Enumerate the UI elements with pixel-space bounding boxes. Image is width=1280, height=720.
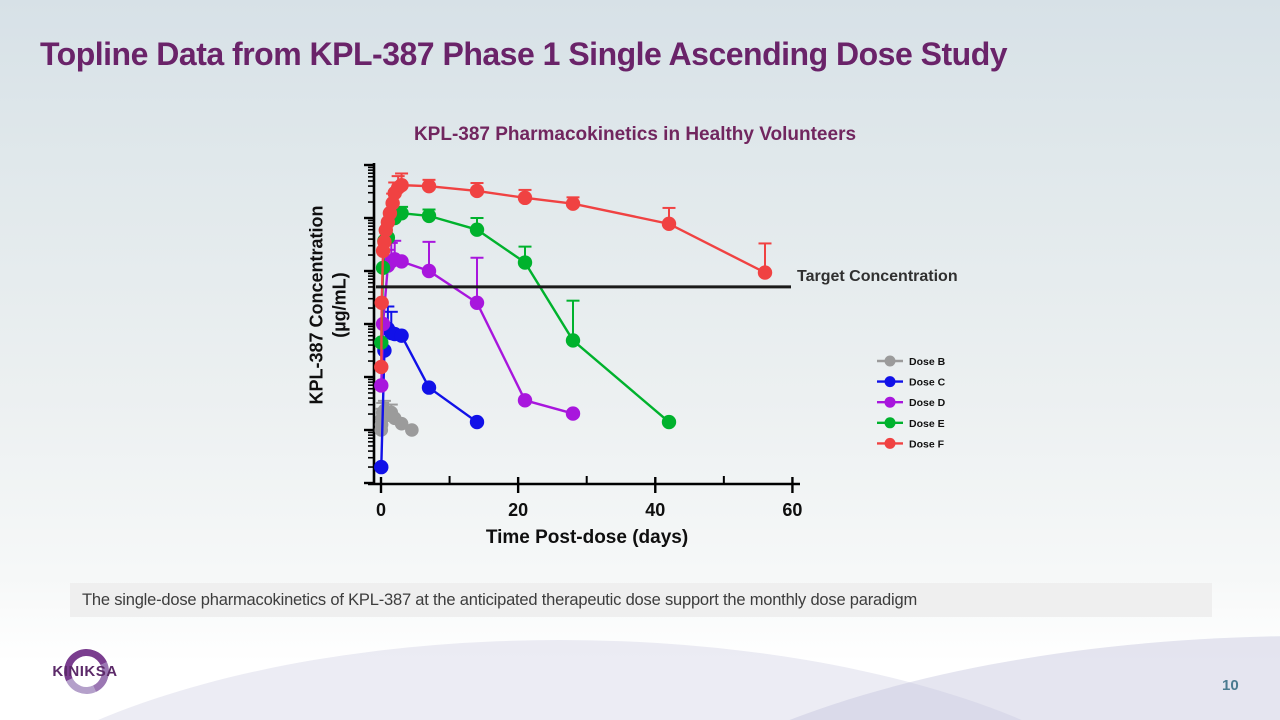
legend-marker: [884, 417, 896, 429]
data-point: [377, 234, 392, 250]
series-line-dose-e: [380, 211, 670, 423]
data-point: [387, 411, 402, 426]
data-point: [381, 408, 395, 422]
data-point: [394, 206, 409, 221]
data-point: [380, 230, 396, 245]
data-point: [374, 417, 389, 432]
data-point: [661, 216, 677, 232]
data-point: [374, 378, 389, 393]
data-point: [374, 295, 389, 310]
footer-statement-text: The single-dose pharmacokinetics of KPL-…: [82, 591, 917, 609]
data-point: [405, 423, 419, 437]
data-point: [384, 254, 399, 269]
x-axis-label: Time Post-dose (days): [485, 527, 689, 548]
data-point: [374, 359, 389, 375]
data-point: [380, 215, 396, 230]
series-line-dose-f: [380, 183, 766, 367]
data-point: [421, 179, 437, 194]
legend-item: Dose F: [877, 437, 945, 450]
data-point: [387, 185, 402, 201]
data-point: [375, 243, 391, 259]
kiniksa-logo-text: KINIKSA: [52, 663, 118, 680]
legend-label: Dose F: [909, 438, 945, 450]
data-point: [469, 222, 485, 237]
y-axis-label-line1: KPL-387 Concentration: [306, 205, 327, 405]
data-point: [565, 196, 581, 211]
data-point: [517, 393, 533, 408]
legend-marker: [884, 376, 896, 388]
data-point: [380, 321, 396, 336]
data-point: [375, 405, 390, 420]
data-point: [374, 459, 389, 475]
x-tick-label: 0: [376, 500, 386, 520]
series-line-dose-c: [380, 325, 478, 468]
data-point: [377, 403, 392, 418]
data-point: [385, 195, 400, 211]
series-line-dose-b: [380, 408, 413, 432]
legend-label: Dose C: [909, 377, 946, 389]
data-point: [390, 180, 406, 195]
data-point: [378, 222, 393, 238]
slide-title: Topline Data from KPL-387 Phase 1 Single…: [40, 36, 1008, 72]
data-point: [469, 183, 485, 199]
data-point: [377, 343, 392, 358]
data-point: [469, 414, 485, 430]
series-line-dose-d: [380, 258, 574, 415]
legend-marker: [884, 396, 896, 408]
y-axis-label-line2: (µg/mL): [330, 272, 350, 338]
data-point: [394, 416, 409, 431]
data-point: [517, 255, 533, 270]
page-number: 10: [1222, 677, 1239, 694]
legend-item: Dose E: [877, 417, 945, 430]
data-point: [387, 252, 402, 267]
data-point: [374, 423, 389, 437]
data-point: [469, 295, 485, 310]
data-point: [377, 233, 392, 248]
data-point: [375, 260, 391, 276]
data-point: [517, 190, 533, 206]
data-point: [394, 254, 409, 269]
data-point: [421, 380, 437, 395]
data-point: [565, 406, 581, 421]
kiniksa-logo: KINIKSA: [30, 642, 160, 704]
chart-title: KPL-387 Pharmacokinetics in Healthy Volu…: [413, 124, 857, 145]
legend-label: Dose D: [909, 397, 946, 409]
legend-marker: [884, 355, 896, 367]
data-point: [394, 328, 409, 343]
x-tick-label: 40: [645, 500, 665, 520]
legend-item: Dose D: [877, 396, 946, 409]
data-point: [565, 333, 581, 348]
legend-label: Dose E: [909, 418, 945, 430]
data-point: [421, 208, 437, 224]
data-point: [382, 206, 398, 221]
x-tick-label: 60: [782, 500, 802, 520]
data-point: [387, 326, 402, 342]
data-point: [375, 411, 389, 426]
legend-marker: [884, 437, 896, 449]
data-point: [380, 258, 396, 273]
y-axis-label: KPL-387 Concentration (µg/mL): [306, 205, 353, 404]
data-point: [384, 325, 399, 341]
footer-statement-bar: The single-dose pharmacokinetics of KPL-…: [70, 583, 1212, 617]
data-point: [387, 210, 402, 226]
x-tick-label: 20: [508, 500, 528, 520]
data-point: [421, 263, 437, 279]
legend-label: Dose B: [909, 356, 946, 368]
data-point: [757, 265, 773, 280]
target-concentration-label: Target Concentration: [797, 268, 958, 285]
legend-item: Dose C: [877, 376, 946, 389]
legend-item: Dose B: [877, 355, 946, 368]
data-point: [661, 414, 677, 430]
data-point: [375, 316, 391, 332]
data-point: [374, 335, 389, 350]
data-point: [394, 177, 409, 193]
data-point: [384, 405, 399, 420]
